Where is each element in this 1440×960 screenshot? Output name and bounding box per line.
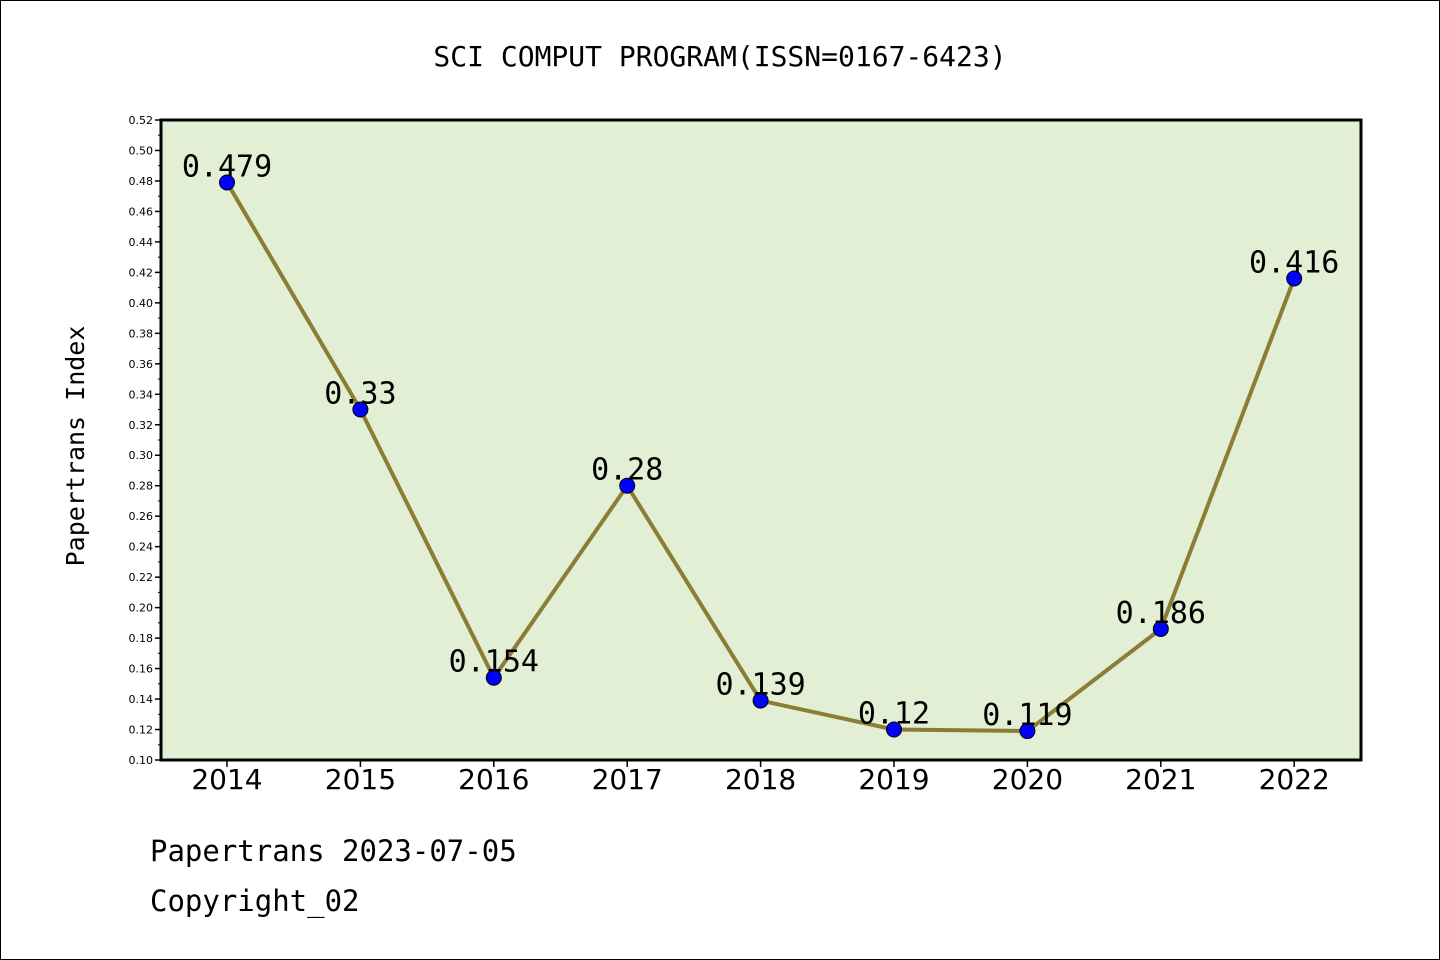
y-tick-label: 0.20 — [129, 602, 154, 615]
y-tick-label: 0.36 — [129, 358, 154, 371]
data-point-marker — [886, 721, 902, 738]
x-tick-label: 2015 — [325, 763, 396, 796]
data-point-marker — [619, 477, 636, 494]
x-tick-label: 2022 — [1259, 763, 1330, 796]
y-tick-label: 0.16 — [129, 663, 154, 676]
data-label: 0.479 — [182, 149, 272, 184]
y-axis: 0.10 0.12 0.14 0.16 0.18 0.20 0.22 0.24 0.26 0.28… — [129, 114, 161, 767]
x-tick-label: 2020 — [992, 763, 1063, 796]
data-labels: 0.479 0.33 0.154 0.28 0.139 0.12 0.119 0.186 0.4… — [182, 149, 1340, 733]
x-tick-label: 2021 — [1125, 763, 1196, 796]
y-tick-label: 0.48 — [129, 175, 154, 188]
footer-copyright: Copyright_02 — [150, 884, 360, 918]
chart-title: SCI COMPUT PROGRAM(ISSN=0167-6423) — [433, 40, 1006, 73]
x-tick-label: 2018 — [725, 763, 796, 796]
x-tick-label: 2016 — [458, 763, 529, 796]
y-axis-label: Papertrans Index — [61, 326, 90, 567]
data-point-marker — [1019, 723, 1036, 740]
footer-date: Papertrans 2023-07-05 — [150, 834, 517, 868]
y-tick-label: 0.34 — [129, 388, 154, 401]
data-point-marker — [1152, 620, 1169, 637]
y-tick-label: 0.10 — [129, 754, 154, 767]
y-tick-label: 0.42 — [129, 266, 154, 279]
x-axis: 2014 2015 2016 2017 2018 2019 2020 2021 2022 — [191, 760, 1330, 796]
data-label: 0.186 — [1116, 596, 1206, 631]
data-point-marker — [485, 669, 502, 686]
data-label: 0.28 — [591, 453, 663, 488]
y-tick-label: 0.18 — [129, 632, 154, 645]
x-tick-label: 2014 — [191, 763, 262, 796]
y-tick-label: 0.52 — [129, 114, 154, 127]
series-markers — [219, 174, 1303, 740]
data-label: 0.12 — [858, 697, 930, 732]
y-tick-label: 0.44 — [129, 236, 154, 249]
data-label: 0.33 — [324, 377, 396, 412]
x-tick-label: 2017 — [592, 763, 663, 796]
x-tick-label: 2019 — [858, 763, 929, 796]
y-tick-label: 0.40 — [129, 297, 154, 310]
data-point-marker — [219, 174, 235, 191]
y-tick-label: 0.46 — [129, 205, 154, 218]
y-tick-label: 0.38 — [129, 327, 154, 340]
data-point-marker — [1286, 270, 1303, 287]
y-tick-label: 0.50 — [129, 144, 154, 157]
plot-area — [159, 118, 1363, 762]
data-label: 0.154 — [449, 645, 539, 680]
y-tick-label: 0.26 — [129, 510, 154, 523]
y-tick-label: 0.28 — [129, 480, 154, 493]
y-tick-label: 0.22 — [129, 571, 154, 584]
data-point-marker — [352, 401, 369, 418]
y-tick-label: 0.14 — [129, 693, 154, 706]
data-label: 0.416 — [1249, 245, 1339, 280]
y-tick-label: 0.12 — [129, 724, 154, 737]
data-label: 0.119 — [982, 698, 1072, 733]
y-tick-label: 0.24 — [129, 541, 154, 554]
y-tick-label: 0.32 — [129, 419, 154, 432]
data-point-marker — [752, 692, 769, 709]
y-tick-label: 0.30 — [129, 449, 154, 462]
data-label: 0.139 — [715, 668, 805, 703]
